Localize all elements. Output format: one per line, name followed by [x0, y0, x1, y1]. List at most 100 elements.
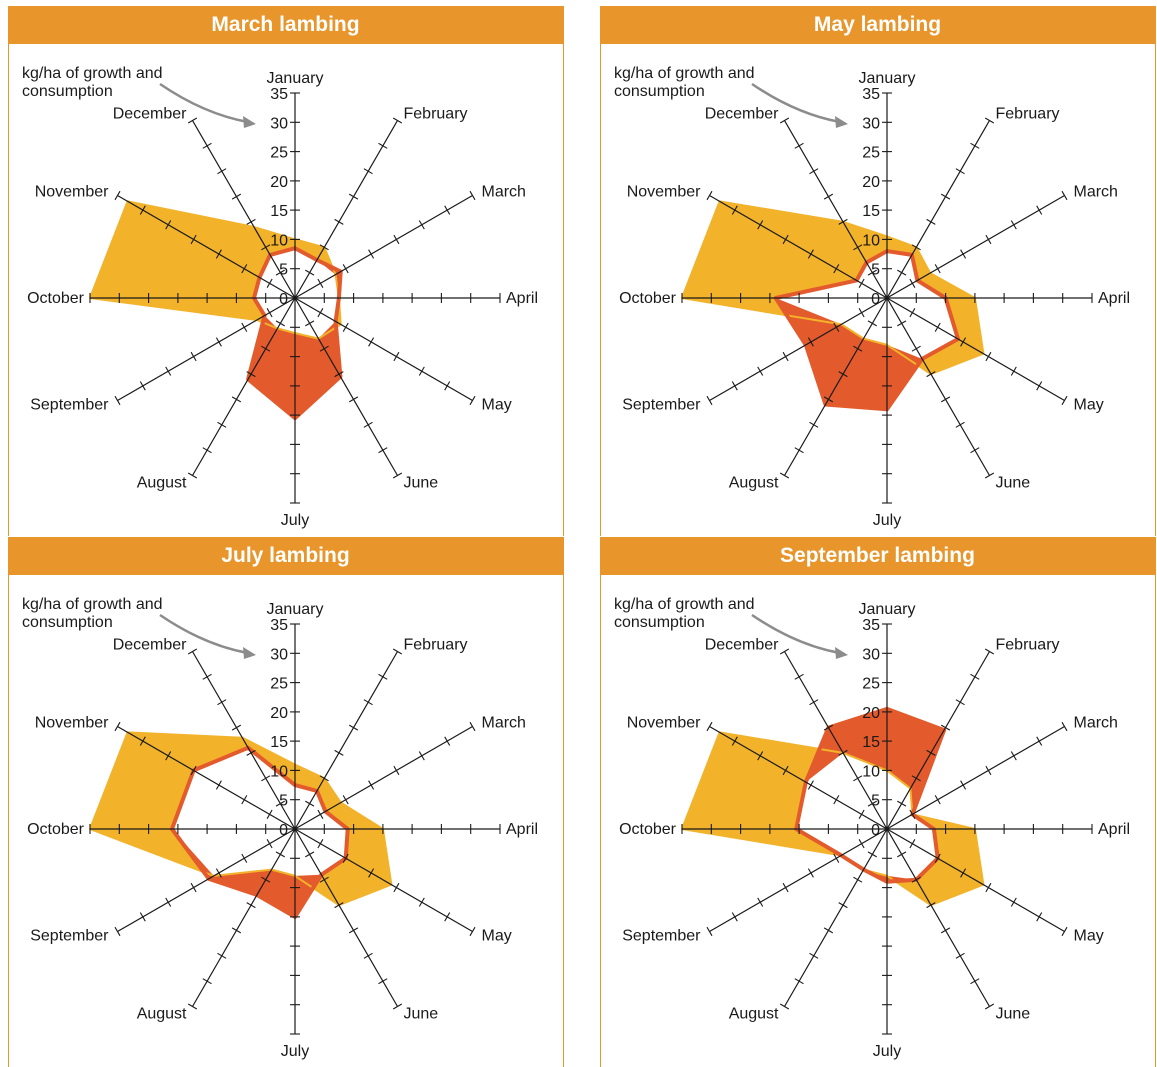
axis-tick — [367, 780, 374, 790]
axis-tick — [190, 882, 197, 893]
axis-tick — [202, 447, 212, 454]
tick-label: 10 — [270, 763, 288, 780]
month-label: April — [506, 821, 538, 838]
axis-tick — [333, 218, 344, 225]
tick-label: 5 — [871, 793, 880, 810]
axis-line — [885, 651, 990, 830]
axis-tick — [858, 839, 865, 849]
axis-tick — [363, 421, 373, 428]
month-label: January — [858, 70, 915, 87]
axis-line — [116, 828, 295, 933]
axis-tick — [443, 736, 450, 746]
radar-chart: January February March April May June July Augu… — [22, 65, 538, 529]
month-label: October — [619, 821, 677, 838]
axis-tick — [418, 366, 425, 376]
axis-tick — [984, 882, 991, 893]
axis-tick — [202, 978, 212, 985]
axis-tick — [377, 673, 387, 680]
month-label: September — [30, 928, 109, 945]
axis-tick — [348, 927, 358, 934]
axis-tick — [908, 278, 915, 288]
axis-tick — [925, 902, 936, 909]
axis-tick — [779, 472, 789, 479]
axis-tick — [731, 912, 738, 922]
axis-tick — [807, 337, 814, 347]
axis-tick — [1035, 736, 1042, 746]
axis-line — [293, 297, 398, 476]
axis-line — [293, 120, 398, 299]
axis-tick — [392, 472, 402, 479]
axis-tick — [731, 736, 738, 746]
axis-tick — [896, 800, 906, 807]
axis-tick — [794, 978, 804, 985]
axis-tick — [1035, 912, 1042, 922]
axis-tick — [837, 218, 848, 225]
axis-tick — [275, 269, 285, 276]
tick-label: 15 — [862, 734, 880, 751]
axis-tick — [266, 278, 273, 288]
month-label: August — [728, 1006, 778, 1023]
tick-label: 30 — [270, 115, 288, 132]
axis-tick — [392, 234, 399, 245]
axis-tick — [164, 366, 171, 376]
axis-tick — [215, 780, 222, 790]
month-label: August — [728, 475, 778, 492]
axis-tick — [832, 795, 839, 805]
axis-line — [293, 651, 398, 830]
tick-label: 5 — [279, 262, 288, 279]
annotation-line2: consumption — [22, 83, 113, 100]
axis-tick — [367, 337, 374, 347]
axis-tick — [304, 851, 314, 858]
tick-label: 0 — [871, 822, 880, 839]
axis-tick — [794, 447, 804, 454]
axis-tick — [782, 234, 789, 245]
axis-tick — [852, 244, 862, 251]
tick-label: 15 — [270, 203, 288, 220]
axis-tick — [245, 902, 256, 909]
axis-tick — [911, 876, 921, 883]
axis-tick — [925, 218, 936, 225]
axis-tick — [706, 721, 712, 732]
axis-tick — [911, 244, 921, 251]
axis-tick — [367, 868, 374, 878]
arrow-head-icon — [242, 647, 256, 659]
axis-tick — [304, 320, 314, 327]
axis-tick — [316, 278, 323, 288]
month-label: August — [136, 475, 186, 492]
axis-tick — [779, 648, 789, 655]
axis-tick — [925, 371, 936, 378]
axis-tick — [342, 795, 349, 805]
axis-line — [886, 194, 1065, 299]
axis-tick — [1010, 751, 1017, 761]
axis-tick — [216, 421, 226, 428]
axis-tick — [984, 234, 991, 245]
axis-tick — [808, 421, 818, 428]
axis-tick — [377, 978, 387, 985]
annotation-line2: consumption — [614, 83, 705, 100]
arrow-head-icon — [834, 116, 848, 128]
axis-tick — [1061, 395, 1067, 406]
axis-tick — [807, 249, 814, 259]
axis-tick — [319, 244, 329, 251]
month-label: November — [626, 715, 700, 732]
month-label: July — [280, 1043, 308, 1060]
tick-label: 25 — [862, 145, 880, 162]
radar-chart: January February March April May June July Augu… — [22, 596, 538, 1060]
axis-tick — [260, 775, 270, 782]
month-label: March — [481, 184, 525, 201]
month-label: July — [280, 512, 308, 529]
month-label: January — [266, 70, 323, 87]
axis-line — [885, 120, 990, 299]
panel-title: July lambing — [7, 537, 564, 575]
month-label: February — [995, 106, 1059, 123]
annotation-arrow — [750, 613, 840, 655]
axis-tick — [1010, 366, 1017, 376]
axis-tick — [934, 853, 941, 863]
axis-tick — [418, 220, 425, 230]
axis-tick — [363, 699, 373, 706]
axis-tick — [392, 117, 402, 124]
tick-label: 15 — [270, 734, 288, 751]
month-label: July — [872, 1043, 900, 1060]
axis-tick — [706, 926, 712, 937]
axis-tick — [304, 800, 314, 807]
